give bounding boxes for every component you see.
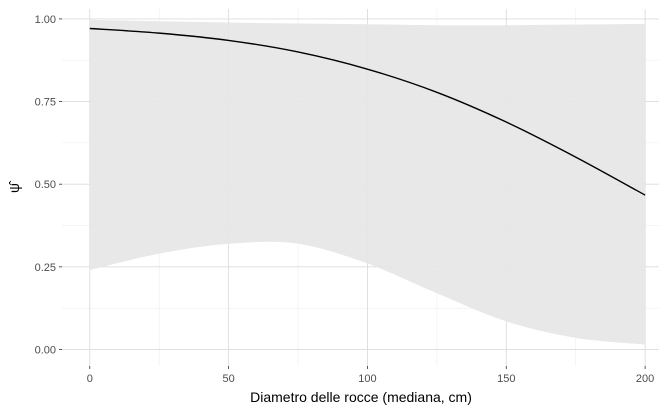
y-tick-label: 0.75 xyxy=(35,97,56,109)
y-axis-ticks: 0.00 0.25 0.50 0.75 1.00 xyxy=(35,14,62,356)
y-tick-label: 0.25 xyxy=(35,262,56,274)
x-tick-label: 0 xyxy=(87,373,93,385)
x-tick-label: 200 xyxy=(636,373,654,385)
y-tick-label: 1.00 xyxy=(35,14,56,26)
series-line xyxy=(89,27,646,196)
y-axis-title: ψ̂ xyxy=(6,180,22,193)
confidence-ribbon xyxy=(89,19,646,345)
x-axis-title: Diametro delle rocce (mediana, cm) xyxy=(250,389,472,405)
y-tick-label: 0.00 xyxy=(35,344,56,356)
x-axis-ticks: 0 50 100 150 200 xyxy=(87,366,654,385)
x-tick-label: 100 xyxy=(358,373,376,385)
y-tick-label: 0.50 xyxy=(35,179,56,191)
x-tick-label: 50 xyxy=(222,373,234,385)
x-tick-label: 150 xyxy=(497,373,515,385)
